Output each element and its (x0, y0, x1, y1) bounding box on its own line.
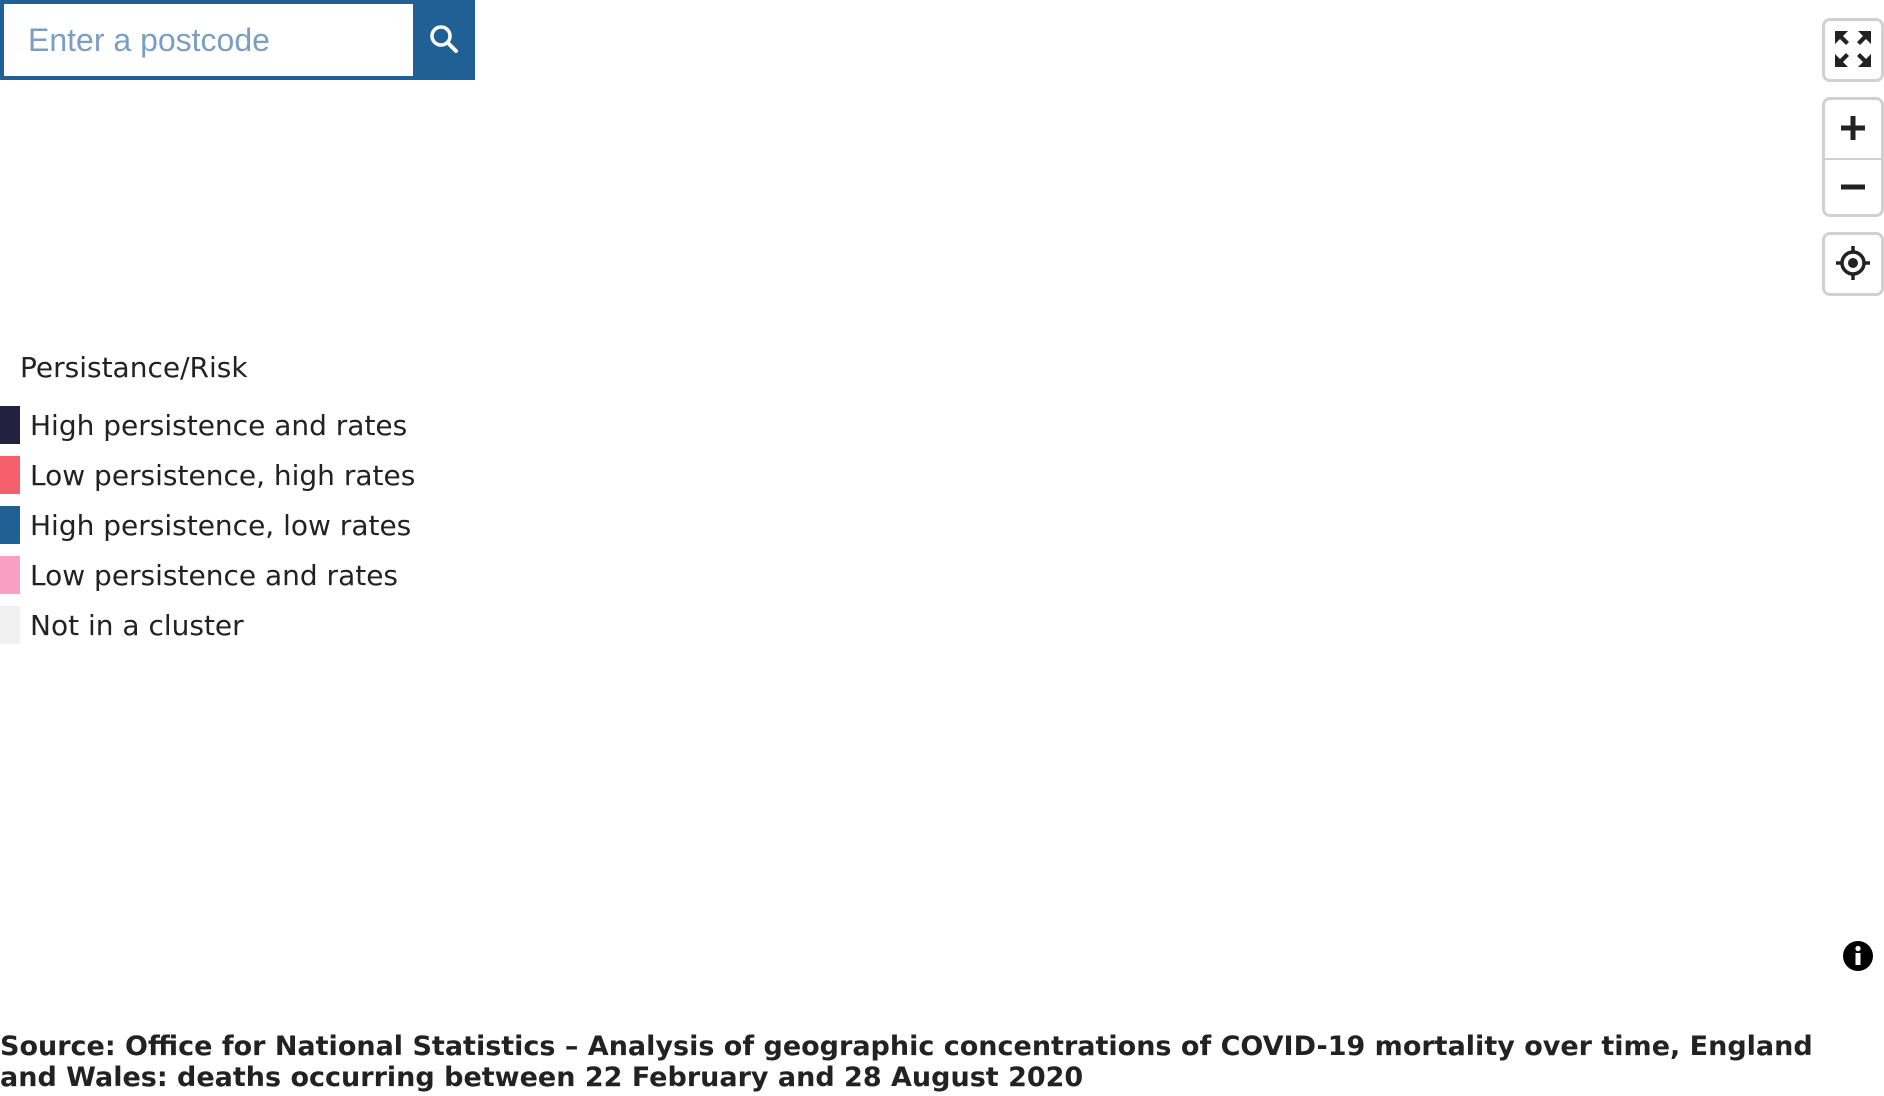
zoom-out-button[interactable] (1825, 158, 1881, 214)
crosshair-icon (1835, 245, 1871, 284)
legend-label: High persistence, low rates (30, 508, 412, 542)
zoom-in-button[interactable] (1825, 100, 1881, 158)
legend-swatch (0, 456, 20, 494)
legend-title: Persistance/Risk (20, 351, 248, 384)
legend-item: Low persistence, high rates (0, 450, 415, 500)
legend-swatch (0, 506, 20, 544)
fullscreen-button[interactable] (1825, 21, 1881, 79)
legend-item: Not in a cluster (0, 600, 415, 650)
plus-icon (1840, 115, 1866, 144)
postcode-search (0, 0, 475, 80)
geolocate-button[interactable] (1825, 235, 1881, 293)
legend-item: High persistence and rates (0, 400, 415, 450)
info-icon (1842, 941, 1874, 976)
search-icon (429, 24, 459, 57)
legend-label: High persistence and rates (30, 408, 408, 442)
legend-label: Not in a cluster (30, 608, 244, 642)
fullscreen-icon (1833, 29, 1873, 72)
legend-label: Low persistence, high rates (30, 458, 416, 492)
legend-swatch (0, 406, 20, 444)
map-legend: Persistance/Risk High persistence and ra… (0, 350, 415, 650)
legend-swatch (0, 606, 20, 644)
source-note: Source: Office for National Statistics –… (0, 1031, 1813, 1093)
zoom-control (1822, 97, 1884, 217)
postcode-input[interactable] (0, 0, 413, 80)
legend-item: Low persistence and rates (0, 550, 415, 600)
geolocate-control (1822, 232, 1884, 296)
fullscreen-control (1822, 18, 1884, 82)
legend-swatch (0, 556, 20, 594)
legend-item: High persistence, low rates (0, 500, 415, 550)
legend-label: Low persistence and rates (30, 558, 399, 592)
search-button[interactable] (413, 0, 475, 80)
info-button[interactable] (1842, 940, 1874, 972)
minus-icon (1840, 174, 1866, 203)
